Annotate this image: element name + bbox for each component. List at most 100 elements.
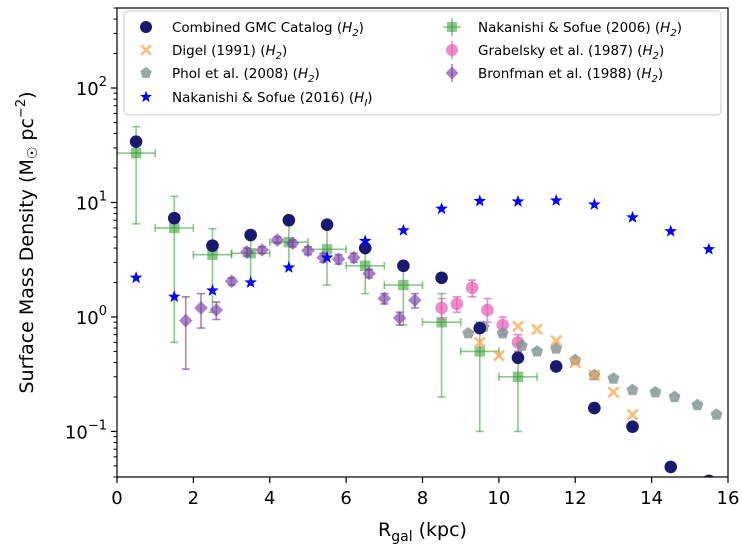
marker [240, 245, 254, 259]
marker [664, 460, 678, 474]
data-point [588, 401, 601, 415]
x-tick-label: 8 [417, 488, 428, 509]
legend-marker [140, 67, 152, 78]
legend-item: Nakanishi & Sofue (2016) (HI) [140, 90, 373, 109]
y-label-tail: ) [16, 91, 38, 98]
marker [398, 279, 409, 291]
legend-label-symbol: H [660, 20, 670, 36]
marker [377, 291, 392, 306]
legend-label-subscript: 2 [308, 74, 314, 85]
data-point [626, 408, 639, 421]
data-point [345, 247, 386, 295]
data-point [664, 460, 678, 474]
series-0 [129, 135, 714, 477]
marker [209, 303, 224, 317]
data-point [320, 218, 334, 231]
data-point [703, 474, 714, 477]
legend-label-tail: ) [658, 66, 663, 82]
marker [664, 224, 677, 237]
legend-marker [447, 22, 457, 32]
data-point [392, 311, 407, 326]
marker [360, 260, 371, 271]
data-point [362, 266, 376, 281]
y-tick-base: 10 [76, 193, 99, 214]
marker [588, 369, 601, 382]
data-point [316, 250, 331, 265]
legend-marker [446, 44, 458, 56]
y-label-mid: pc [16, 118, 38, 147]
data-point [167, 211, 181, 225]
legend: Combined GMC Catalog (H2)Digel (1991) (H… [123, 10, 722, 116]
data-point [607, 372, 620, 384]
data-point [435, 202, 448, 215]
x-tick-label: 12 [564, 488, 587, 509]
data-point [649, 385, 662, 398]
data-point [320, 251, 334, 263]
marker [206, 283, 219, 296]
legend-item: Bronfman et al. (1988) (H2) [445, 64, 663, 85]
data-point [435, 271, 448, 285]
y-tick-label: 102 [76, 75, 107, 100]
marker [282, 213, 296, 227]
data-point [465, 279, 479, 298]
series-6 [178, 233, 422, 370]
data-point [626, 420, 639, 434]
data-point [129, 271, 143, 284]
data-point [473, 321, 487, 335]
marker [569, 356, 582, 369]
marker [607, 386, 620, 399]
marker [691, 398, 704, 411]
data-point [240, 245, 254, 259]
marker [511, 351, 525, 365]
legend-label-text: Digel (1991) ( [172, 43, 266, 59]
x-label-subscript: gal [391, 529, 412, 544]
x-tick-label: 16 [717, 488, 740, 509]
legend-item: Phol et al. (2008) (H2) [140, 66, 320, 85]
data-point [550, 334, 563, 347]
data-point [549, 193, 563, 206]
marker [626, 408, 639, 421]
y-tick-base: 10 [76, 308, 99, 329]
marker [481, 303, 494, 317]
legend-label-tail: ) [659, 43, 664, 59]
marker [703, 474, 714, 477]
marker [607, 372, 620, 384]
data-point [492, 349, 505, 362]
legend-label-symbol: H [266, 43, 276, 59]
legend-label-text: Combined GMC Catalog ( [172, 20, 342, 36]
data-point [569, 353, 582, 366]
legend-marker [140, 44, 152, 56]
marker [168, 290, 181, 303]
marker [710, 408, 723, 420]
data-point [511, 194, 525, 207]
series-1 [473, 320, 639, 421]
marker [270, 233, 285, 247]
marker [549, 360, 563, 373]
y-axis-label: Surface Mass Density (M☉ pc−2) [14, 91, 41, 393]
x-tick-label: 2 [188, 488, 199, 509]
data-point [331, 252, 346, 266]
legend-label-text: Nakanishi & Sofue (2016) ( [172, 90, 354, 106]
data-point [178, 296, 193, 370]
marker [462, 327, 475, 339]
data-point [206, 239, 219, 252]
marker [531, 323, 544, 336]
marker [702, 242, 716, 255]
marker [207, 249, 218, 260]
marker [435, 271, 448, 285]
y-tick-exponent: −1 [88, 418, 107, 433]
legend-label-symbol: H [641, 66, 651, 82]
legend-label-tail: ) [314, 66, 319, 82]
legend-label-text: Bronfman et al. (1988) ( [478, 66, 641, 82]
x-label-tail: (kpc) [413, 519, 467, 541]
legend-label-text: Grabelsky et al. (1987) ( [478, 43, 643, 59]
marker [244, 228, 257, 242]
data-point [206, 283, 219, 296]
legend-label-subscript: 2 [352, 28, 358, 39]
marker [362, 266, 376, 281]
data-point [168, 290, 181, 303]
data-point [664, 224, 677, 237]
marker [358, 234, 372, 247]
marker [515, 339, 528, 351]
y-tick-label: 101 [76, 189, 107, 214]
